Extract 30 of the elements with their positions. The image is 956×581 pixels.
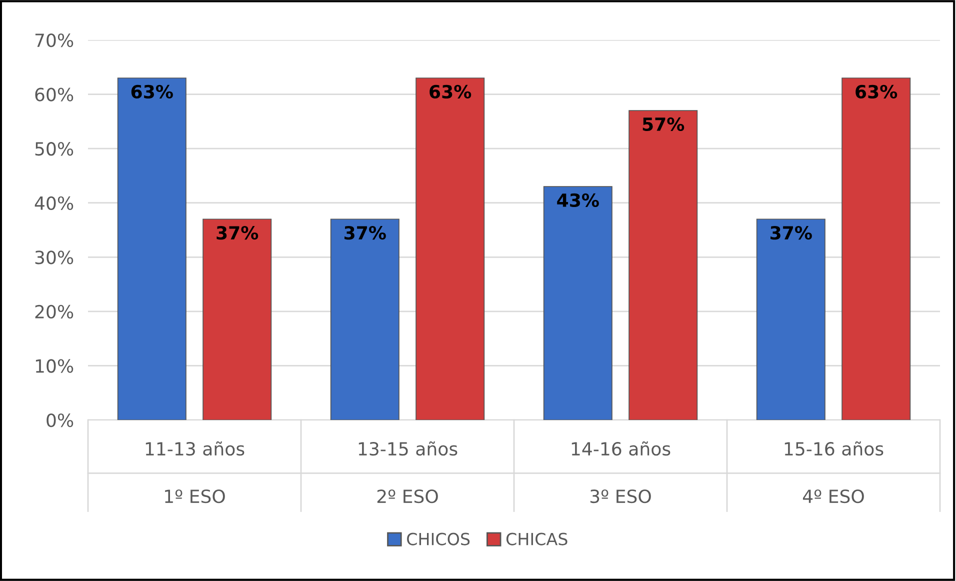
category-label: 13-15 años 2º ESO [358, 441, 458, 504]
category-label: 15-16 años 4º ESO [784, 441, 884, 504]
bar [543, 186, 612, 420]
y-tick-label: 50% [35, 142, 74, 156]
legend-label: CHICAS [506, 532, 568, 546]
text: 43% [557, 193, 599, 208]
text: 37% [216, 226, 258, 240]
text: 63% [430, 84, 472, 98]
y-tick-label: 70% [35, 33, 74, 48]
bar [756, 218, 826, 420]
bar [628, 110, 698, 420]
y-tick-label: 40% [34, 196, 74, 210]
bar [842, 78, 911, 420]
text: 37% [344, 226, 386, 240]
category-label: 11-13 años 1º ESO [146, 441, 244, 504]
y-tick-label: 30% [35, 250, 74, 264]
text: 63% [131, 84, 173, 98]
bar [202, 218, 272, 420]
category-label: 14-16 años 3º ESO [572, 441, 670, 504]
y-tick-label: 0% [46, 413, 74, 428]
bar [416, 78, 485, 420]
y-tick-label: 60% [35, 88, 74, 102]
bar [117, 78, 186, 420]
y-tick-label: 10% [36, 359, 74, 373]
bar [330, 218, 400, 420]
text: 37% [770, 226, 812, 240]
y-tick-label: 20% [35, 304, 74, 319]
text: 63% [856, 84, 898, 98]
text: 57% [642, 117, 684, 132]
legend-label: CHICOS [407, 532, 470, 546]
